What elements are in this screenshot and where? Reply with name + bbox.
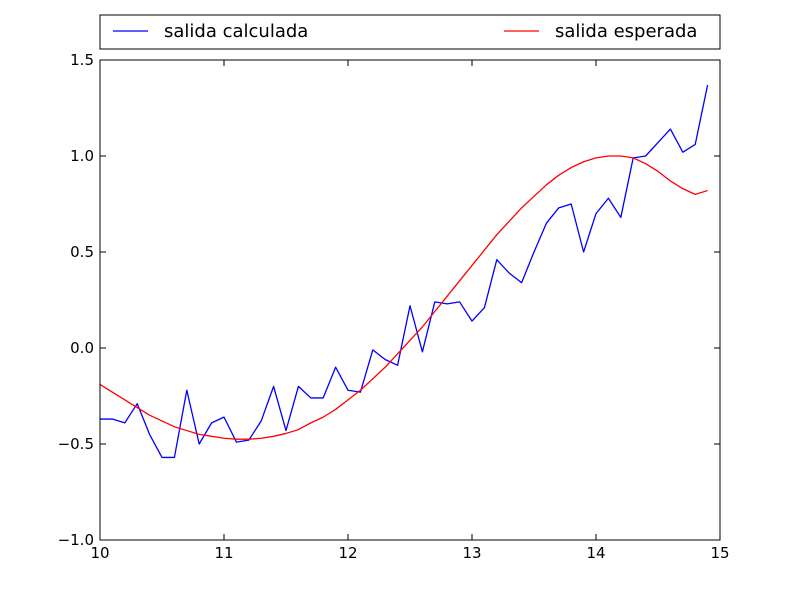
- axes-layer: 10 11 12 13 14 15 −1.0 −0.5 0.0 0.5 1.0 1.5: [58, 51, 730, 562]
- y-tick-label: 0.5: [70, 243, 94, 261]
- y-tick-label: 1.0: [70, 147, 94, 165]
- legend-label-salida-calculada: salida calculada: [164, 21, 308, 42]
- x-tick-label: 10: [90, 544, 109, 562]
- series-line-salida-calculada: [100, 84, 709, 459]
- plot-frame: [99, 59, 721, 541]
- series-layer: [99, 84, 709, 459]
- y-tick-label: −1.0: [58, 531, 94, 549]
- x-tick-label: 15: [710, 544, 729, 562]
- legend-label-salida-esperada: salida esperada: [555, 21, 697, 42]
- plot-area: [100, 60, 720, 540]
- y-tick-label: 1.5: [70, 51, 94, 69]
- y-tick-label: 0.0: [70, 339, 94, 357]
- series-line-salida-esperada: [99, 155, 708, 440]
- x-tick-label: 11: [214, 544, 233, 562]
- x-tick-label: 12: [338, 544, 357, 562]
- y-tick-label: −0.5: [58, 435, 94, 453]
- x-tick-label: 13: [462, 544, 481, 562]
- x-tick-label: 14: [586, 544, 605, 562]
- legend-frame: [99, 14, 721, 50]
- legend: salida calculada salida esperada: [99, 14, 721, 50]
